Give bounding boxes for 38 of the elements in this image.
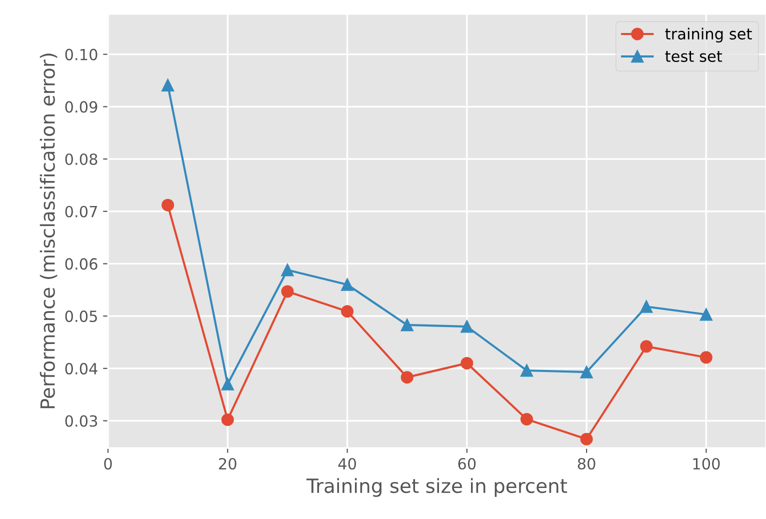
x-tick-label: 0 (104, 458, 112, 470)
point (580, 366, 593, 378)
point (700, 308, 712, 321)
y-tick-label: 0.08 (65, 153, 98, 166)
point (281, 285, 294, 298)
point (640, 340, 653, 353)
y-tick-label: 0.07 (65, 206, 97, 218)
point (580, 432, 593, 446)
point (460, 320, 474, 333)
point (162, 198, 174, 212)
x-tick-label: 40 (338, 458, 356, 470)
point (221, 413, 234, 426)
point (341, 305, 354, 318)
point (400, 318, 414, 332)
point (162, 78, 174, 92)
point (341, 278, 354, 291)
x-tick-label: 60 (458, 458, 476, 470)
point (460, 356, 474, 370)
x-tick-label: 80 (578, 458, 596, 470)
point (281, 264, 294, 276)
x-tick-label: 20 (219, 458, 236, 470)
point (700, 351, 712, 364)
y-tick-label: 0.04 (65, 362, 98, 374)
y-tick-label: 0.06 (65, 258, 98, 270)
x-axis-title: Training set size in percent (306, 478, 568, 497)
y-tick-label: 0.10 (65, 48, 98, 60)
point (640, 300, 653, 313)
point (520, 364, 533, 377)
point (520, 412, 533, 426)
y-axis-title: Performance (misclassification error) (40, 54, 58, 408)
x-tick-label: 100 (693, 458, 720, 470)
legend-label: training set (665, 28, 752, 43)
y-tick-label: 0.05 (65, 310, 97, 322)
y-tick-label: 0.09 (65, 101, 98, 113)
point (221, 378, 234, 390)
point (400, 371, 414, 384)
legend-label: test set (665, 51, 722, 62)
y-tick-label: 0.03 (65, 415, 98, 427)
